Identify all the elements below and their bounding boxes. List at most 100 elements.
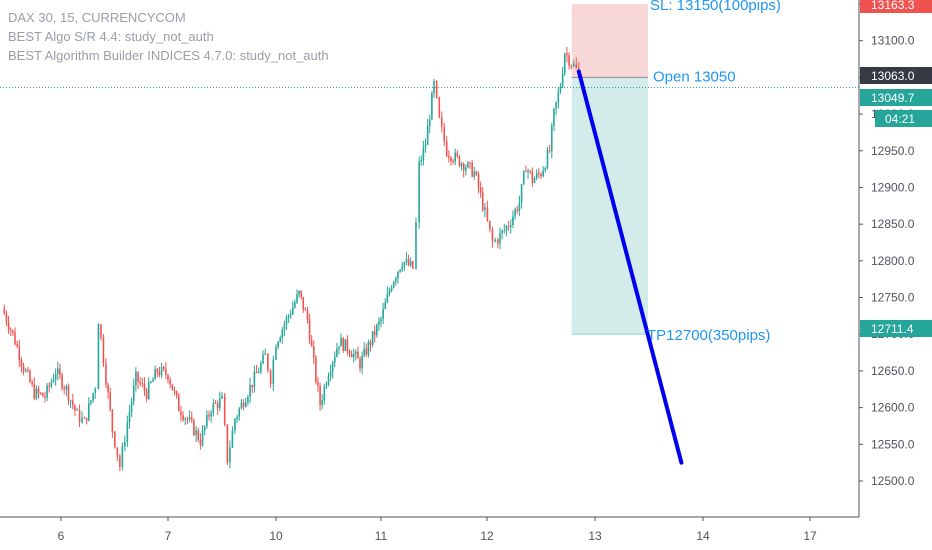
candle xyxy=(418,161,420,223)
candle xyxy=(186,418,189,420)
candle xyxy=(376,324,378,336)
candle xyxy=(223,395,226,425)
time-tick-label: 12 xyxy=(480,529,494,543)
candle xyxy=(359,358,361,369)
candle xyxy=(56,368,59,374)
time-tick-label: 17 xyxy=(803,529,817,543)
candle xyxy=(355,351,357,354)
price-marker xyxy=(875,110,932,127)
candle xyxy=(59,368,61,375)
candle xyxy=(300,290,302,297)
candle xyxy=(348,351,351,354)
candle xyxy=(346,339,349,352)
candle xyxy=(255,371,258,373)
candle xyxy=(206,414,208,427)
price-marker-label: 13049.7 xyxy=(871,91,915,105)
candle xyxy=(350,353,353,358)
candle xyxy=(208,414,210,417)
candle xyxy=(440,117,443,127)
candle xyxy=(272,359,275,385)
candle xyxy=(267,353,269,371)
candle xyxy=(382,308,384,319)
time-tick-label: 10 xyxy=(269,529,283,543)
candle xyxy=(555,101,557,109)
candle xyxy=(435,80,438,98)
candle xyxy=(422,147,425,161)
candle xyxy=(388,290,391,294)
candle xyxy=(219,398,221,408)
candle xyxy=(178,395,180,412)
candle xyxy=(450,157,452,162)
candle xyxy=(420,160,423,162)
take-profit-label: TP12700(350pips) xyxy=(647,327,770,344)
candle xyxy=(92,393,94,401)
candle xyxy=(201,430,204,446)
candle xyxy=(566,53,568,56)
candle xyxy=(244,402,247,407)
candle xyxy=(505,226,508,230)
price-marker-label: 13063.0 xyxy=(871,69,915,83)
candle xyxy=(369,342,372,345)
candle xyxy=(344,339,347,351)
candle xyxy=(486,207,489,221)
candle xyxy=(525,171,527,173)
candle xyxy=(165,368,167,375)
candle xyxy=(448,156,450,158)
candle xyxy=(287,315,290,318)
candle xyxy=(306,310,309,320)
candle xyxy=(325,384,328,387)
candle xyxy=(61,374,63,389)
candle xyxy=(44,396,46,398)
candle xyxy=(277,341,279,347)
candle xyxy=(460,163,463,167)
candle xyxy=(76,409,78,411)
candle xyxy=(39,393,42,395)
candle xyxy=(48,385,51,387)
candle xyxy=(329,371,332,377)
candle xyxy=(114,431,116,448)
candle xyxy=(289,314,292,316)
candle xyxy=(236,416,238,420)
price-tick-label: 12800.0 xyxy=(871,254,915,268)
candle xyxy=(180,411,182,416)
candle xyxy=(126,422,129,442)
candle xyxy=(69,400,72,402)
candle xyxy=(216,403,219,408)
legend-indicator-sr: BEST Algo S/R 4.4: study_not_auth xyxy=(8,29,214,44)
stop-loss-zone[interactable] xyxy=(571,4,648,78)
candle xyxy=(119,456,121,468)
candle xyxy=(173,390,176,392)
candle xyxy=(405,259,408,263)
candle xyxy=(342,338,344,351)
candle xyxy=(338,346,340,349)
candle xyxy=(52,379,55,382)
candle xyxy=(197,430,200,440)
candle xyxy=(302,296,305,310)
candle xyxy=(373,331,376,336)
candle xyxy=(494,239,496,242)
candle xyxy=(238,408,241,417)
candle xyxy=(352,353,355,358)
candle xyxy=(94,389,97,394)
candle xyxy=(551,125,553,152)
candle xyxy=(63,388,66,390)
candle xyxy=(475,171,478,175)
candle xyxy=(563,53,566,74)
candle xyxy=(128,411,131,423)
candle xyxy=(415,222,417,269)
candle xyxy=(85,417,88,421)
candle xyxy=(24,370,27,372)
candle xyxy=(31,382,33,385)
candle xyxy=(65,386,68,390)
time-tick-label: 7 xyxy=(165,529,172,543)
candle xyxy=(88,403,90,421)
candle xyxy=(317,381,319,386)
candle xyxy=(54,373,57,380)
candle xyxy=(160,367,163,376)
projection-line[interactable] xyxy=(576,69,684,465)
candle xyxy=(247,396,249,403)
candle xyxy=(572,64,575,67)
candle xyxy=(145,390,148,399)
candle xyxy=(471,162,473,177)
